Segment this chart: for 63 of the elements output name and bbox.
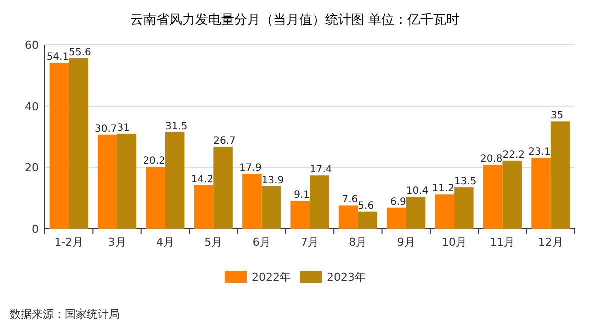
chart-title: 云南省风力发电量分月（当月值）统计图 单位：亿千瓦时 xyxy=(130,13,460,28)
x-tick-label: 1-2月 xyxy=(54,236,84,249)
legend-label: 2022年 xyxy=(252,271,291,284)
y-tick-label: 20 xyxy=(25,162,39,175)
bar xyxy=(483,165,503,229)
data-label: 17.9 xyxy=(240,163,262,174)
data-label: 23.1 xyxy=(528,147,551,158)
x-tick-label: 11月 xyxy=(490,236,516,249)
data-label: 20.8 xyxy=(480,154,503,166)
data-label: 13.9 xyxy=(262,175,284,186)
bar xyxy=(242,174,262,229)
data-label: 30.7 xyxy=(95,124,118,135)
data-label: 31.5 xyxy=(165,121,188,132)
bar xyxy=(387,208,406,229)
bar xyxy=(532,158,551,229)
data-label: 35 xyxy=(550,110,564,122)
data-label: 7.6 xyxy=(342,194,358,206)
data-label: 26.7 xyxy=(214,136,236,148)
bar xyxy=(550,122,570,229)
bar xyxy=(502,160,522,229)
bar xyxy=(117,134,137,229)
bar xyxy=(338,206,358,229)
x-tick-label: 10月 xyxy=(442,236,468,249)
bar xyxy=(358,212,378,229)
bar xyxy=(290,201,310,229)
data-label: 31 xyxy=(117,122,130,134)
data-label: 17.4 xyxy=(310,164,332,176)
data-label: 13.5 xyxy=(454,176,477,188)
legend-label: 2023年 xyxy=(327,271,366,284)
data-label: 22.2 xyxy=(502,150,525,161)
bar xyxy=(262,186,282,229)
data-label: 20.2 xyxy=(143,156,166,168)
bar xyxy=(454,188,474,229)
x-tick-label: 8月 xyxy=(349,236,368,249)
y-tick-label: 60 xyxy=(25,39,39,52)
data-label: 11.2 xyxy=(432,184,455,195)
y-tick-label: 0 xyxy=(32,223,39,236)
x-tick-label: 5月 xyxy=(204,236,223,249)
x-tick-label: 7月 xyxy=(301,236,319,249)
x-tick-label: 6月 xyxy=(252,236,271,249)
data-label: 10.4 xyxy=(406,186,429,198)
data-label: 14.2 xyxy=(191,174,214,186)
x-tick-label: 3月 xyxy=(108,236,126,249)
bar xyxy=(98,134,118,229)
y-tick-label: 40 xyxy=(25,100,39,114)
bar xyxy=(214,147,233,229)
bar xyxy=(194,185,214,229)
data-label: 5.6 xyxy=(358,200,374,212)
bar xyxy=(50,63,70,229)
x-tick-label: 9月 xyxy=(397,236,416,249)
bar xyxy=(406,197,426,229)
data-label: 6.9 xyxy=(390,196,406,208)
data-label: 9.1 xyxy=(294,190,310,202)
x-tick-label: 12月 xyxy=(538,236,564,249)
bar xyxy=(69,58,88,229)
data-label: 55.6 xyxy=(69,47,92,58)
data-label: 54.1 xyxy=(46,52,70,64)
bar xyxy=(435,194,455,229)
bar xyxy=(310,176,330,229)
bar xyxy=(165,132,185,229)
x-tick-label: 4月 xyxy=(156,236,174,249)
source-note: 数据来源：国家统计局 xyxy=(10,308,120,321)
bar xyxy=(146,167,166,229)
